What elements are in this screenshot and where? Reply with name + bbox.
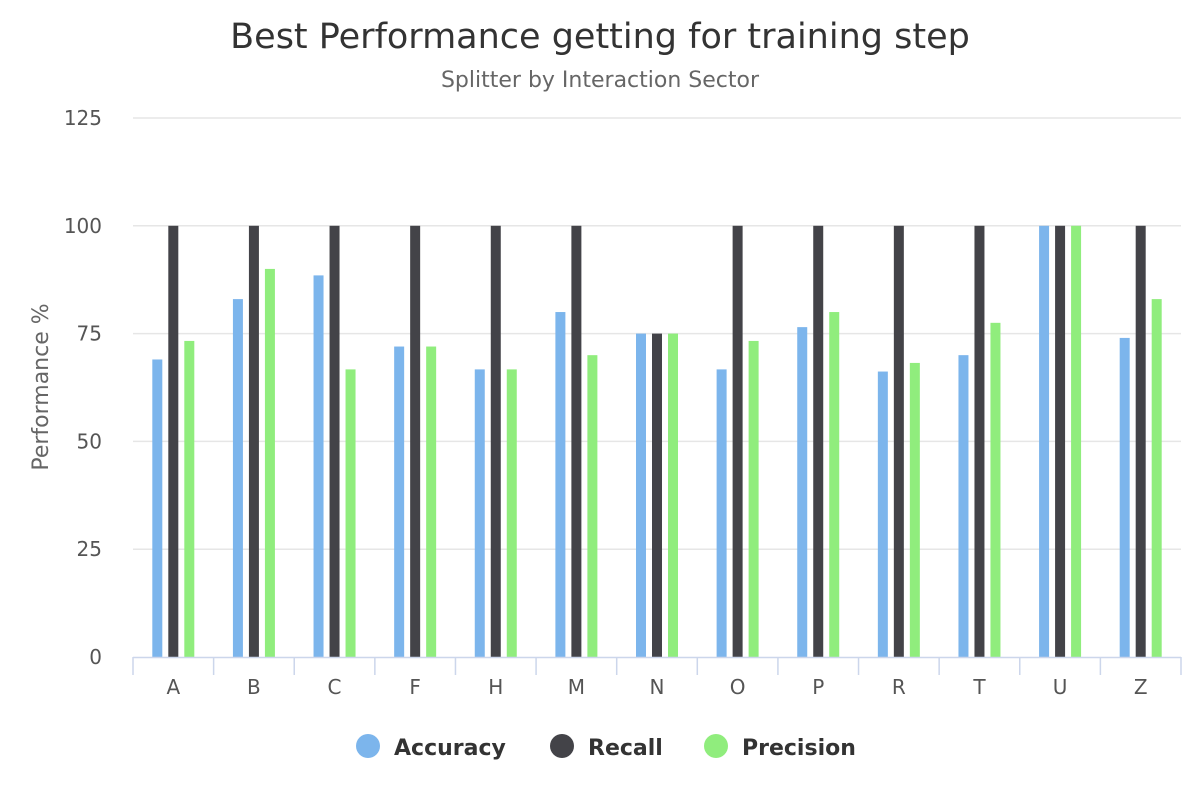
bars bbox=[152, 225, 1162, 658]
x-tick-label: U bbox=[1053, 675, 1068, 699]
y-axis-label: Performance % bbox=[29, 303, 54, 470]
chart-title: Best Performance getting for training st… bbox=[230, 17, 970, 57]
bar-precision-a[interactable] bbox=[184, 340, 195, 657]
y-tick-label: 0 bbox=[89, 645, 102, 669]
x-tick-label: O bbox=[730, 675, 746, 699]
bar-recall-a[interactable] bbox=[168, 225, 179, 658]
bar-recall-h[interactable] bbox=[490, 225, 501, 658]
bar-accuracy-f[interactable] bbox=[394, 346, 405, 657]
bar-accuracy-r[interactable] bbox=[877, 371, 888, 657]
y-tick-label: 50 bbox=[77, 429, 102, 453]
x-tick-label: B bbox=[247, 675, 261, 699]
bar-precision-z[interactable] bbox=[1151, 299, 1162, 657]
y-axis-ticks: 0 25 50 75 100 125 bbox=[64, 106, 102, 669]
x-tick-label: Z bbox=[1134, 675, 1148, 699]
x-tick-label: F bbox=[409, 675, 421, 699]
bar-recall-f[interactable] bbox=[410, 225, 421, 658]
bar-recall-o[interactable] bbox=[732, 225, 743, 658]
bar-precision-c[interactable] bbox=[345, 369, 356, 657]
bar-precision-u[interactable] bbox=[1071, 225, 1082, 658]
bar-precision-h[interactable] bbox=[506, 369, 517, 657]
legend: Accuracy Recall Precision bbox=[356, 734, 856, 761]
bar-accuracy-a[interactable] bbox=[152, 359, 163, 657]
bar-precision-t[interactable] bbox=[990, 322, 1001, 657]
bar-accuracy-n[interactable] bbox=[636, 333, 646, 657]
bar-recall-t[interactable] bbox=[974, 225, 985, 658]
x-tick-label: H bbox=[488, 675, 503, 699]
legend-label: Recall bbox=[588, 736, 663, 761]
bar-accuracy-m[interactable] bbox=[555, 312, 566, 657]
y-tick-label: 125 bbox=[64, 106, 102, 130]
bar-accuracy-c[interactable] bbox=[313, 275, 324, 657]
bar-accuracy-b[interactable] bbox=[232, 299, 243, 657]
bar-accuracy-o[interactable] bbox=[716, 369, 727, 657]
y-tick-label: 25 bbox=[77, 537, 102, 561]
bar-recall-c[interactable] bbox=[329, 225, 340, 658]
x-tick-label: A bbox=[166, 675, 180, 699]
bar-precision-m[interactable] bbox=[587, 355, 598, 657]
chart-subtitle: Splitter by Interaction Sector bbox=[441, 68, 760, 93]
bar-recall-b[interactable] bbox=[248, 225, 259, 658]
bar-accuracy-z[interactable] bbox=[1119, 337, 1130, 657]
legend-item-precision[interactable]: Precision bbox=[704, 734, 856, 761]
x-tick-label: T bbox=[972, 675, 986, 699]
bar-precision-p[interactable] bbox=[829, 312, 840, 657]
x-tick-label: N bbox=[650, 675, 665, 699]
legend-item-accuracy[interactable]: Accuracy bbox=[356, 734, 506, 761]
bar-recall-m[interactable] bbox=[571, 225, 582, 658]
x-tick-label: C bbox=[328, 675, 342, 699]
bar-recall-u[interactable] bbox=[1055, 225, 1066, 658]
bar-precision-o[interactable] bbox=[748, 340, 759, 657]
y-tick-label: 100 bbox=[64, 214, 102, 238]
x-tick-label: R bbox=[892, 675, 906, 699]
bar-precision-n[interactable] bbox=[668, 333, 678, 657]
bar-recall-n[interactable] bbox=[652, 333, 662, 657]
bar-accuracy-p[interactable] bbox=[797, 327, 808, 657]
x-tick-label: P bbox=[812, 675, 824, 699]
bar-accuracy-t[interactable] bbox=[958, 355, 969, 657]
bar-accuracy-h[interactable] bbox=[474, 369, 485, 657]
y-tick-label: 75 bbox=[77, 322, 102, 346]
legend-marker-recall bbox=[550, 734, 574, 758]
legend-marker-accuracy bbox=[356, 734, 380, 758]
bar-recall-z[interactable] bbox=[1135, 225, 1146, 658]
bar-accuracy-u[interactable] bbox=[1039, 225, 1050, 658]
legend-label: Accuracy bbox=[394, 736, 506, 761]
bar-recall-r[interactable] bbox=[893, 225, 904, 658]
bar-precision-f[interactable] bbox=[426, 346, 437, 657]
bar-precision-r[interactable] bbox=[909, 362, 920, 657]
legend-label: Precision bbox=[742, 736, 856, 761]
legend-marker-precision bbox=[704, 734, 728, 758]
legend-item-recall[interactable]: Recall bbox=[550, 734, 663, 761]
bar-recall-p[interactable] bbox=[813, 225, 824, 658]
x-axis bbox=[132, 656, 1182, 675]
x-tick-label: M bbox=[568, 675, 585, 699]
bar-precision-b[interactable] bbox=[264, 268, 275, 657]
